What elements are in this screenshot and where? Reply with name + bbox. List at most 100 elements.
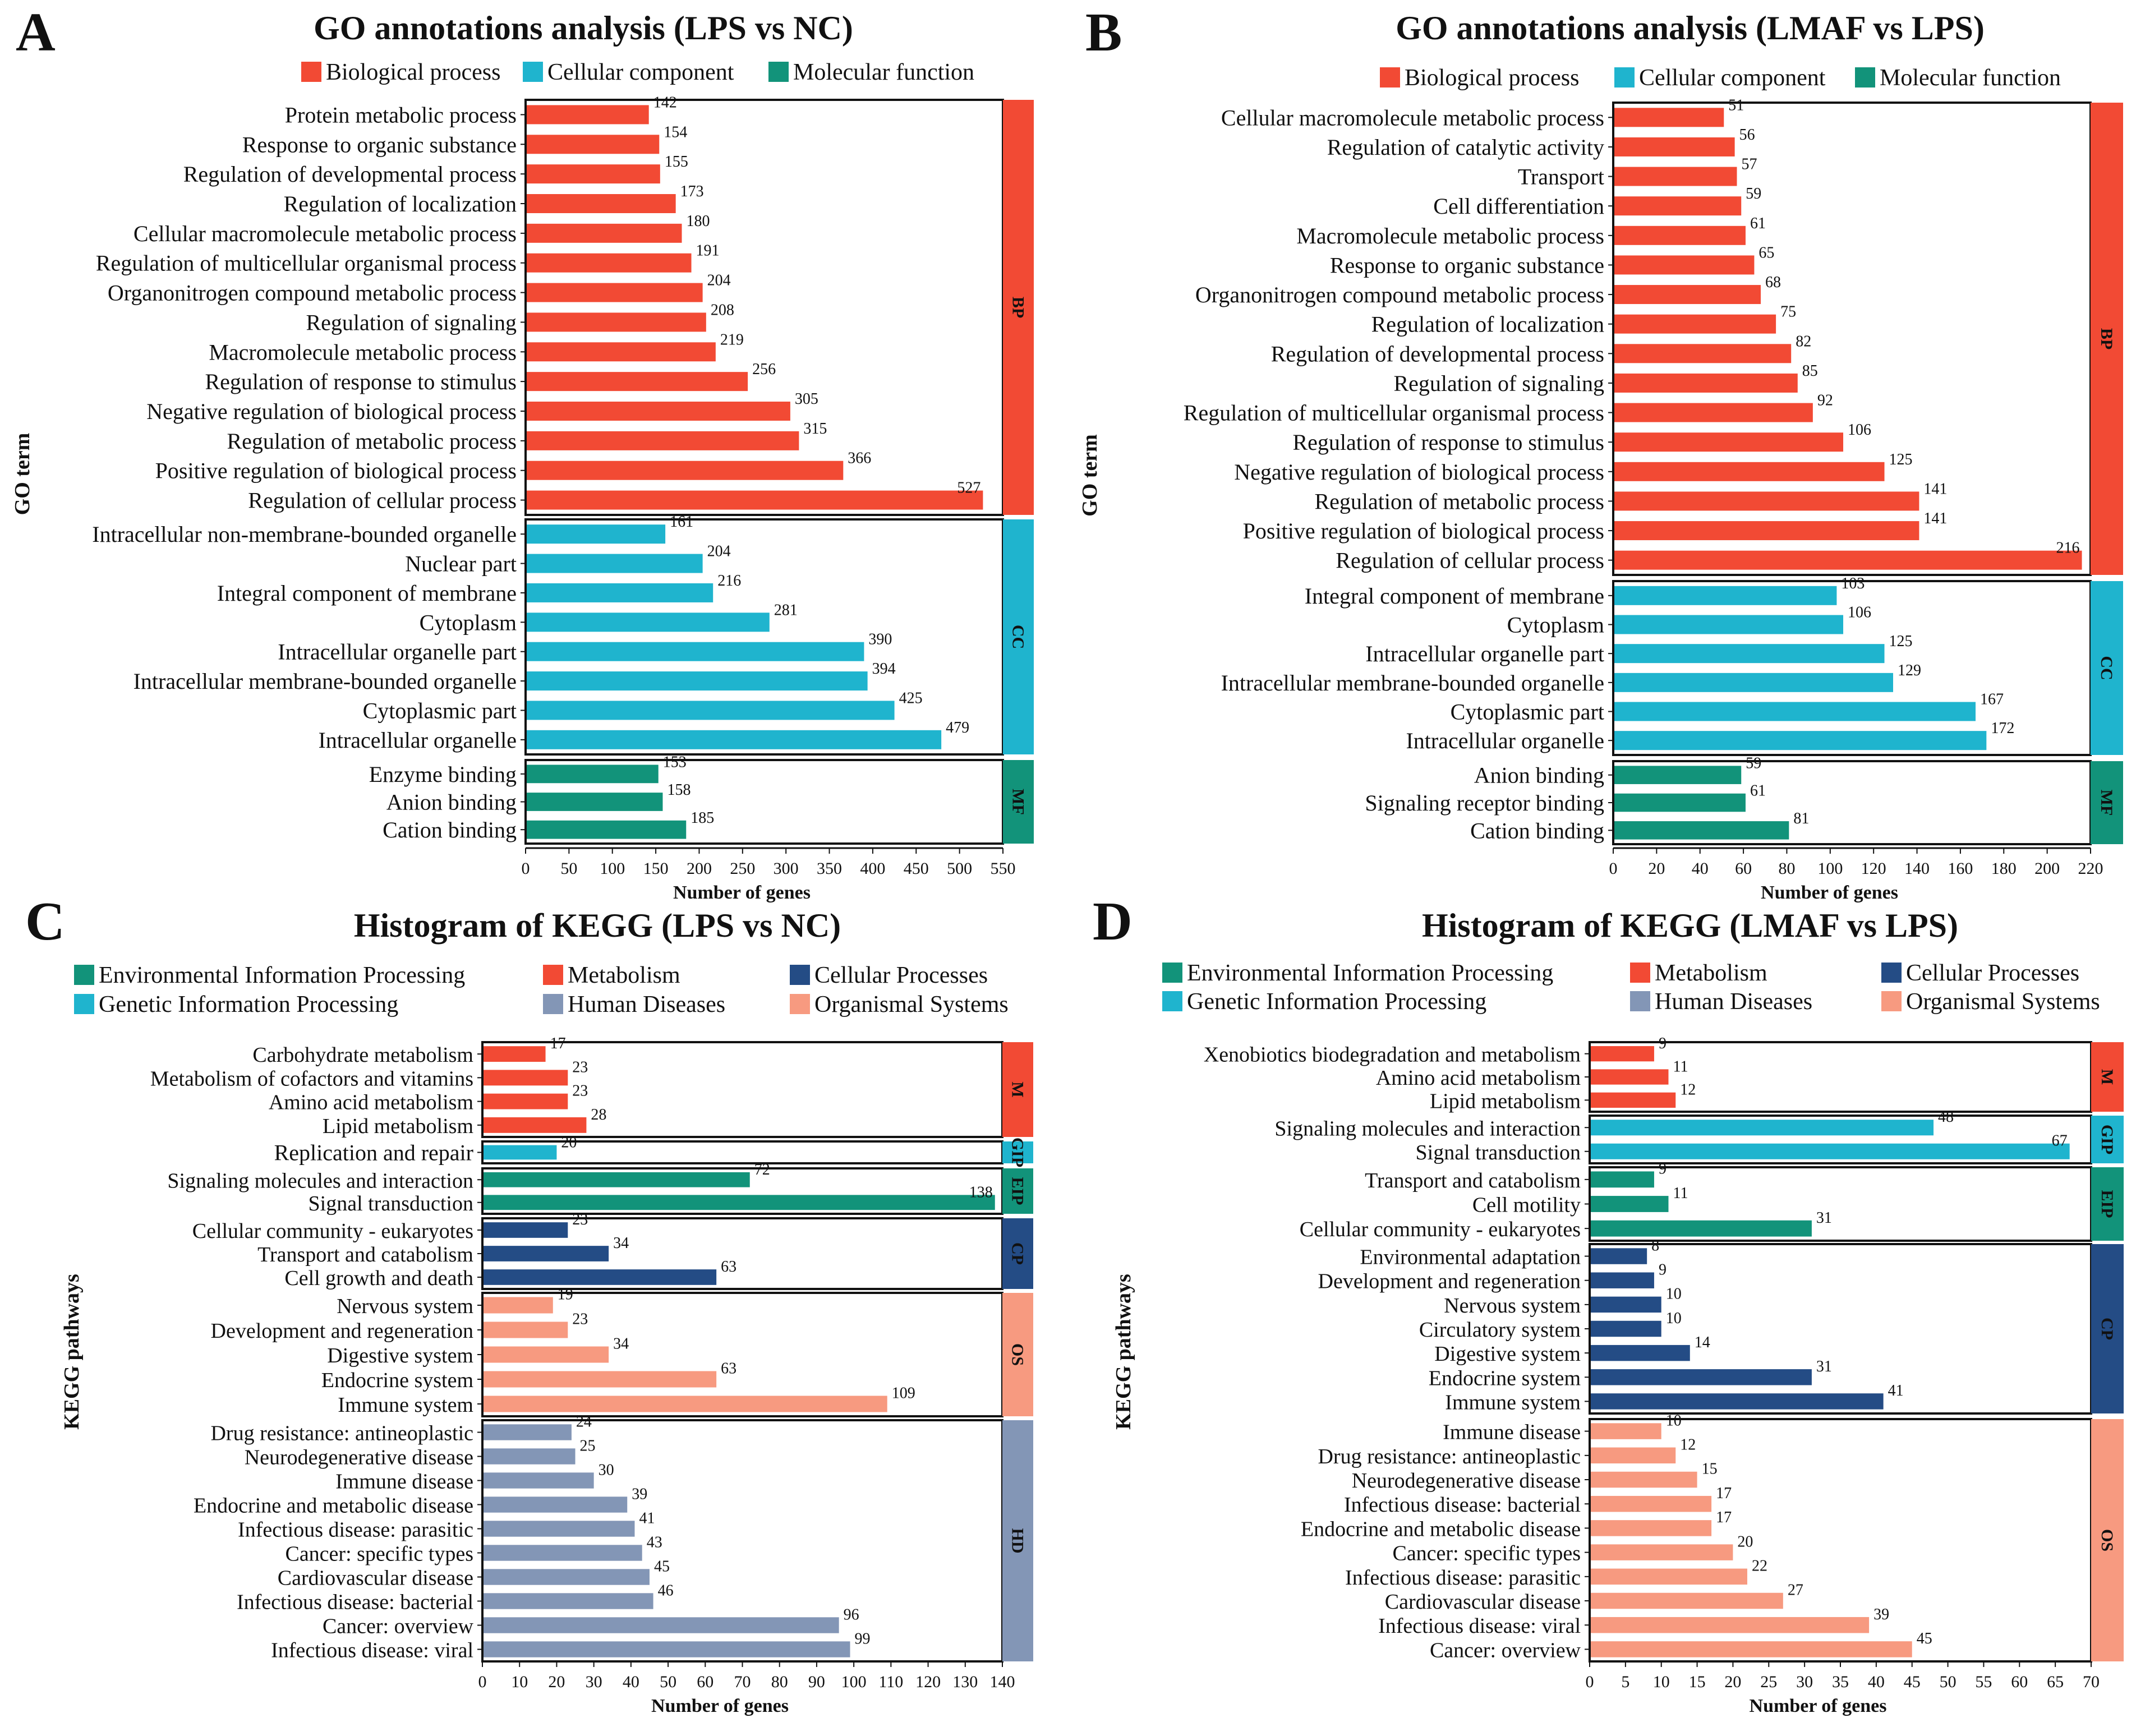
data-label: 67: [2052, 1132, 2068, 1150]
data-label: 63: [721, 1360, 736, 1377]
data-label: 85: [1802, 362, 1818, 380]
data-label: 92: [1817, 392, 1833, 409]
category-label: Infectious disease: viral: [1378, 1614, 1581, 1638]
bar: [1590, 1393, 1884, 1410]
category-label: Metabolism of cofactors and vitamins: [150, 1067, 473, 1090]
category-label: Cell growth and death: [284, 1267, 473, 1290]
data-label: 185: [690, 809, 714, 827]
bar: [482, 1172, 750, 1187]
bar: [482, 1396, 887, 1412]
bar: [1590, 1369, 1812, 1385]
panel-letter: D: [1093, 891, 1133, 952]
category-strip: [1002, 1042, 1033, 1137]
bar: [1590, 1641, 1912, 1657]
data-label: 31: [1816, 1358, 1832, 1375]
x-axis-label: Number of genes: [1761, 882, 1898, 903]
category-strip: [1002, 1141, 1033, 1163]
category-strip: [2091, 761, 2123, 844]
x-tick-label: 60: [2011, 1673, 2028, 1691]
bar: [526, 765, 659, 784]
x-tick-label: 25: [1760, 1673, 1777, 1691]
data-label: 24: [576, 1413, 592, 1430]
data-label: 59: [1746, 754, 1761, 772]
data-label: 390: [868, 631, 892, 648]
data-label: 141: [1923, 510, 1947, 527]
bar: [1590, 1046, 1654, 1062]
data-label: 30: [599, 1461, 614, 1479]
bar: [1613, 403, 1813, 422]
data-label: 172: [1991, 720, 2014, 737]
x-axis-label: Number of genes: [651, 1696, 789, 1716]
data-label: 9: [1659, 1261, 1667, 1278]
legend-entry: Cellular component: [547, 59, 734, 85]
bar: [526, 461, 844, 480]
x-axis: 0 5 10 15 20 25 30 35 40 45 50 55 60 65 70 Number of ge…: [1586, 1660, 2100, 1716]
x-tick-label: 0: [1586, 1673, 1594, 1691]
data-label: 142: [653, 94, 677, 111]
data-label: 23: [572, 1083, 588, 1100]
legend-swatch: [1630, 991, 1650, 1011]
x-tick-label: 40: [1692, 859, 1709, 878]
group-cp: Environmental adaptation 8 Development and…: [1318, 1237, 2124, 1415]
category-label: Amino acid metabolism: [1376, 1066, 1581, 1090]
data-label: 23: [572, 1310, 588, 1328]
strip-label: GIP: [2098, 1125, 2116, 1154]
category-label: Anion binding: [1474, 763, 1604, 788]
group-cc: Intracellular non-membrane-bounded organ…: [92, 513, 1034, 756]
data-label: 68: [1765, 274, 1781, 291]
x-tick-label: 180: [1991, 859, 2017, 878]
bar: [482, 1195, 995, 1210]
x-tick-label: 0: [1609, 859, 1618, 878]
x-tick-label: 50: [560, 859, 577, 878]
category-strip: [1003, 100, 1034, 515]
strip-label: HD: [1009, 1528, 1027, 1554]
group-hd: Drug resistance: antineoplastic 24 Neurode…: [194, 1413, 1033, 1663]
bar: [1590, 1617, 1870, 1633]
bar: [526, 671, 868, 691]
x-tick-label: 80: [1778, 859, 1795, 878]
data-label: 219: [720, 331, 744, 348]
legend-entry: Molecular function: [1880, 65, 2061, 91]
bar: [1613, 615, 1844, 634]
x-tick-label: 550: [991, 859, 1016, 878]
category-label: Cancer: overview: [1430, 1638, 1581, 1662]
bar: [1613, 731, 1987, 750]
bar: [526, 372, 748, 392]
data-label: 141: [1923, 480, 1947, 498]
strip-label: MF: [1009, 789, 1028, 815]
category-strip: [1003, 760, 1034, 844]
category-label: Cancer: overview: [323, 1615, 474, 1638]
x-tick-label: 120: [915, 1673, 941, 1691]
bar: [1590, 1092, 1676, 1108]
group-bp: Cellular macromolecule metabolic process…: [1184, 96, 2123, 576]
legend-entry: Cellular Processes: [814, 963, 988, 988]
legend-entry: Biological process: [326, 59, 500, 85]
bar: [1590, 1568, 1747, 1585]
category-label: Cardiovascular disease: [278, 1567, 473, 1590]
category-label: Cell differentiation: [1433, 194, 1604, 219]
x-tick-label: 110: [878, 1673, 903, 1691]
category-label: Cytoplasmic part: [363, 698, 517, 723]
data-label: 46: [658, 1582, 674, 1599]
category-label: Cell motility: [1472, 1194, 1581, 1217]
category-strip: [2091, 1042, 2124, 1112]
bar: [1590, 1248, 1647, 1264]
x-tick-label: 200: [687, 859, 712, 878]
bar: [1590, 1069, 1669, 1085]
legend-entry: Molecular function: [793, 59, 974, 85]
category-label: Intracellular membrane-bounded organelle: [1221, 670, 1604, 696]
chart-legend: Environmental Information Processing Meta…: [1162, 960, 2100, 1015]
x-tick-label: 70: [734, 1673, 751, 1691]
bar: [1613, 462, 1885, 481]
data-label: 8: [1651, 1237, 1659, 1254]
legend-entry: Human Diseases: [1655, 989, 1812, 1015]
x-tick-label: 250: [730, 859, 755, 878]
category-label: Positive regulation of biological proces…: [155, 458, 517, 483]
category-label: Regulation of cellular process: [1336, 548, 1604, 573]
x-tick-label: 50: [660, 1673, 676, 1691]
category-strip: [2091, 1167, 2124, 1241]
group-eip: Signaling molecules and interaction 72 Sig…: [167, 1161, 1033, 1215]
group-gip: Replication and repair 20 GIP: [274, 1134, 1033, 1167]
data-label: 96: [844, 1606, 859, 1623]
